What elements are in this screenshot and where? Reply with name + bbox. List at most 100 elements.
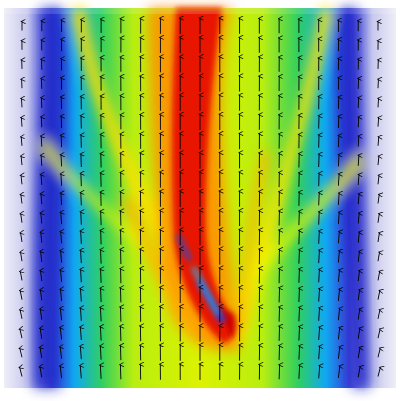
velocity-arrow xyxy=(338,193,339,205)
velocity-arrow xyxy=(81,193,82,206)
velocity-arrow xyxy=(377,310,380,319)
velocity-arrow xyxy=(21,195,22,204)
velocity-arrow xyxy=(20,271,22,281)
velocity-arrow xyxy=(41,175,42,186)
velocity-arrow xyxy=(299,250,300,264)
velocity-arrow xyxy=(377,195,379,204)
velocity-arrow xyxy=(81,212,82,225)
velocity-arrow xyxy=(61,251,62,263)
velocity-arrow xyxy=(299,269,300,283)
velocity-arrow xyxy=(61,135,62,148)
velocity-arrow xyxy=(61,193,62,205)
velocity-arrow xyxy=(338,289,339,302)
velocity-arrow xyxy=(377,291,380,300)
heatmap-top-fade xyxy=(4,8,396,14)
velocity-arrow xyxy=(61,155,62,167)
velocity-arrow xyxy=(81,269,82,283)
velocity-arrow xyxy=(61,212,62,225)
velocity-arrow xyxy=(358,194,359,205)
velocity-arrow xyxy=(80,346,81,360)
velocity-arrow xyxy=(377,233,379,242)
velocity-arrow xyxy=(319,308,320,321)
velocity-arrow xyxy=(279,365,280,380)
velocity-arrow xyxy=(21,156,22,166)
velocity-arrow xyxy=(377,348,380,358)
velocity-arrow xyxy=(378,156,379,166)
velocity-arrow xyxy=(101,307,102,322)
velocity-arrow xyxy=(40,328,42,339)
velocity-arrows xyxy=(20,18,381,380)
velocity-arrow xyxy=(319,289,320,302)
velocity-arrow xyxy=(358,175,359,186)
velocity-arrow xyxy=(377,214,379,223)
velocity-arrow xyxy=(338,212,339,225)
velocity-arrow xyxy=(358,136,359,147)
velocity-arrow xyxy=(358,213,359,224)
velocity-arrow xyxy=(338,251,339,263)
velocity-arrow xyxy=(81,308,82,321)
velocity-arrow xyxy=(41,251,42,262)
velocity-arrow xyxy=(41,155,42,166)
velocity-arrow xyxy=(319,231,320,244)
velocity-arrow xyxy=(20,348,22,358)
velocity-arrow xyxy=(21,137,22,146)
velocity-arrow xyxy=(319,346,320,360)
velocity-arrow xyxy=(319,269,320,283)
velocity-arrow xyxy=(319,212,320,225)
velocity-arrow xyxy=(101,327,102,341)
velocity-arrow xyxy=(338,232,339,244)
velocity-arrow xyxy=(358,155,359,166)
velocity-arrow xyxy=(40,290,41,301)
velocity-arrow xyxy=(337,347,339,359)
velocity-arrow xyxy=(377,368,380,377)
velocity-arrow xyxy=(299,307,300,322)
velocity-arrow xyxy=(21,252,23,262)
velocity-arrow xyxy=(357,271,359,282)
velocity-arrow xyxy=(377,329,380,339)
velocity-arrow xyxy=(357,290,359,301)
velocity-arrow xyxy=(338,155,339,167)
velocity-arrow xyxy=(20,291,22,300)
velocity-arrow xyxy=(357,367,360,378)
velocity-arrow xyxy=(100,365,101,379)
velocity-arrow xyxy=(378,98,379,108)
velocity-arrow xyxy=(101,288,102,303)
velocity-arrow xyxy=(319,250,320,264)
velocity-arrow xyxy=(22,98,23,108)
blue-band-right xyxy=(336,8,370,388)
velocity-arrow xyxy=(100,346,101,360)
velocity-arrow xyxy=(299,346,300,360)
velocity-arrow xyxy=(60,366,61,378)
velocity-arrow xyxy=(80,366,81,379)
velocity-arrow xyxy=(378,118,379,127)
velocity-arrow xyxy=(41,213,42,224)
velocity-arrow xyxy=(60,328,61,340)
velocity-arrow xyxy=(81,231,82,244)
velocity-arrow xyxy=(60,347,61,359)
velocity-arrow xyxy=(337,328,339,340)
cyan-vortex xyxy=(190,266,220,316)
velocity-arrow xyxy=(21,214,22,223)
velocity-arrow xyxy=(120,365,121,380)
velocity-arrow xyxy=(357,348,360,359)
velocity-arrow xyxy=(41,232,42,243)
velocity-arrow xyxy=(338,174,339,186)
velocity-arrow xyxy=(81,289,82,302)
velocity-arrow xyxy=(358,232,359,243)
velocity-arrow xyxy=(20,368,22,377)
velocity-arrow xyxy=(41,117,42,128)
velocity-arrow xyxy=(61,270,62,282)
velocity-arrow xyxy=(378,175,379,185)
velocity-arrow xyxy=(40,309,42,320)
velocity-arrow xyxy=(357,328,360,339)
velocity-arrow xyxy=(378,137,379,146)
velocity-arrow xyxy=(21,233,22,242)
yellow-streak-right xyxy=(230,8,334,342)
velocity-arrow xyxy=(358,117,359,128)
velocity-arrow xyxy=(377,271,380,281)
velocity-arrow xyxy=(40,367,42,378)
velocity-arrow xyxy=(20,310,22,319)
velocity-arrow xyxy=(337,308,339,321)
velocity-arrow xyxy=(299,288,300,303)
